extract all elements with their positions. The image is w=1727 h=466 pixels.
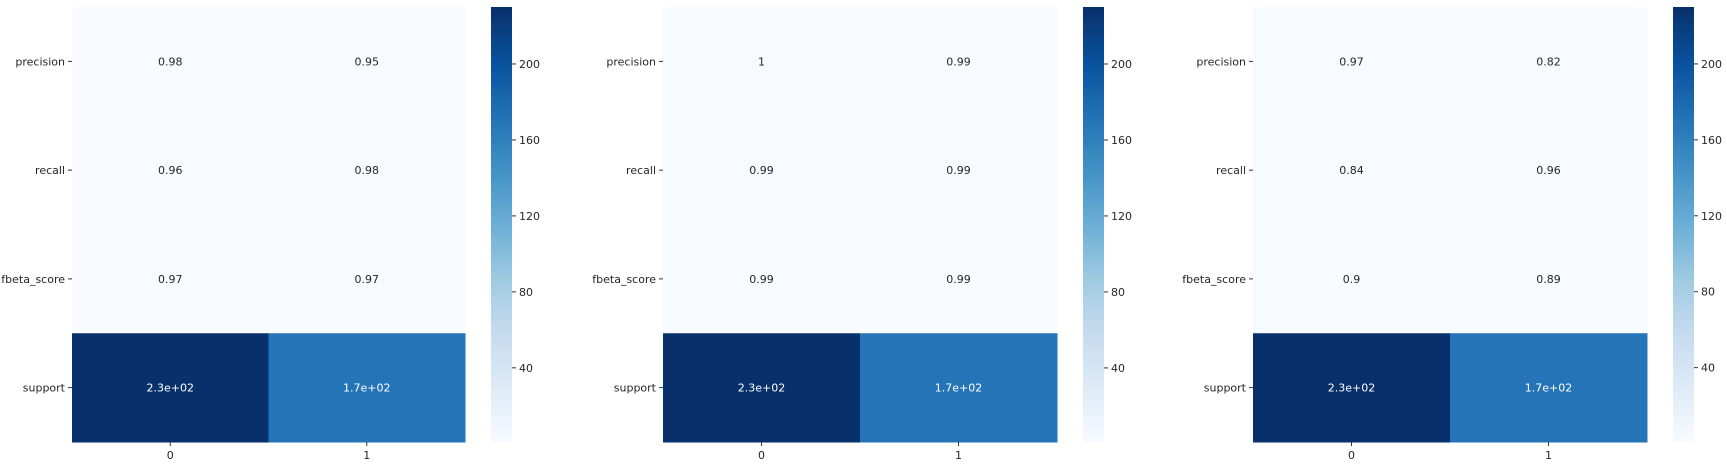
heatmap-cell (1253, 333, 1451, 443)
cell-annotation: 1.7e+02 (343, 382, 390, 395)
heatmap-cell (860, 224, 1058, 334)
colorbar-tick-label: 200 (519, 58, 540, 71)
cell-annotation: 0.97 (1339, 55, 1364, 68)
colorbar-tick-label: 80 (1111, 286, 1125, 299)
cell-annotation: 0.99 (749, 164, 774, 177)
cell-annotation: 2.3e+02 (147, 382, 194, 395)
y-tick-label: recall (1216, 164, 1246, 177)
colorbar-tick-label: 120 (1111, 210, 1132, 223)
y-tick-label: support (1204, 382, 1247, 395)
y-tick-label: recall (626, 164, 656, 177)
cell-annotation: 0.84 (1339, 164, 1364, 177)
colorbar-tick-label: 200 (1701, 58, 1722, 71)
heatmap-cell (1253, 7, 1451, 117)
cell-annotation: 1.7e+02 (935, 382, 982, 395)
x-tick-label: 0 (1348, 449, 1355, 462)
y-tick-label: fbeta_score (1, 273, 65, 286)
y-tick-label: precision (15, 55, 65, 68)
y-tick-label: precision (1196, 55, 1246, 68)
colorbar-tick-label: 160 (519, 134, 540, 147)
x-tick-label: 1 (363, 449, 370, 462)
heatmap-cell (268, 115, 466, 225)
heatmap-cell (268, 333, 466, 443)
y-tick-label: support (614, 382, 657, 395)
heatmap-cell (72, 7, 269, 117)
heatmap-cell (268, 7, 466, 117)
colorbar (1083, 7, 1104, 442)
heatmap-cell (72, 115, 269, 225)
heatmap-cell (1450, 115, 1648, 225)
heatmap-cell (860, 333, 1058, 443)
colorbar-tick-label: 120 (1701, 210, 1722, 223)
cell-annotation: 0.99 (749, 273, 774, 286)
cell-annotation: 2.3e+02 (738, 382, 785, 395)
heatmap-panel-2: 1 0.99 0.99 0.99 0.99 0.99 2.3e+02 1.7e+02 preci… (592, 7, 1132, 462)
cell-annotation: 0.96 (158, 164, 183, 177)
heatmap-cell (663, 224, 861, 334)
colorbar-tick-label: 120 (519, 210, 540, 223)
cell-annotation: 0.89 (1536, 273, 1561, 286)
heatmap-cell (1450, 7, 1648, 117)
colorbar-tick-label: 80 (519, 286, 533, 299)
cell-annotation: 0.97 (355, 273, 380, 286)
heatmap-cell (1450, 224, 1648, 334)
cell-annotation: 2.3e+02 (1328, 382, 1375, 395)
cell-annotation: 0.99 (946, 55, 971, 68)
cell-annotation: 0.98 (158, 55, 183, 68)
cell-annotation: 0.98 (355, 164, 380, 177)
y-tick-label: fbeta_score (1182, 273, 1246, 286)
x-tick-label: 1 (955, 449, 962, 462)
colorbar-tick-label: 40 (519, 362, 533, 375)
cell-annotation: 0.99 (946, 164, 971, 177)
colorbar-tick-label: 80 (1701, 286, 1715, 299)
y-tick-label: support (23, 382, 66, 395)
x-tick-label: 1 (1545, 449, 1552, 462)
colorbar-tick-label: 160 (1701, 134, 1722, 147)
heatmap-cell (663, 7, 861, 117)
heatmap-cell (663, 333, 861, 443)
heatmap-cell (72, 224, 269, 334)
heatmap-cell (1253, 115, 1451, 225)
cell-annotation: 0.99 (946, 273, 971, 286)
heatmap-cell (860, 7, 1058, 117)
heatmap-panel-1: 0.98 0.95 0.96 0.98 0.97 0.97 2.3e+02 1.7e+02 pr… (1, 7, 540, 462)
heatmap-cell (1450, 333, 1648, 443)
colorbar-tick-label: 200 (1111, 58, 1132, 71)
y-tick-label: fbeta_score (592, 273, 656, 286)
x-tick-label: 0 (167, 449, 174, 462)
colorbar-tick-label: 40 (1701, 362, 1715, 375)
colorbar (1673, 7, 1694, 442)
cell-annotation: 0.97 (158, 273, 183, 286)
heatmap-cell (268, 224, 466, 334)
heatmap-cell (72, 333, 269, 443)
heatmap-cell (663, 115, 861, 225)
cell-annotation: 0.82 (1536, 55, 1561, 68)
colorbar (491, 7, 512, 442)
colorbar-tick-label: 160 (1111, 134, 1132, 147)
heatmap-cell (1253, 224, 1451, 334)
heatmap-panel-3: 0.97 0.82 0.84 0.96 0.9 0.89 2.3e+02 1.7e+02 pre… (1182, 7, 1722, 462)
x-tick-label: 0 (758, 449, 765, 462)
y-tick-label: recall (35, 164, 65, 177)
cell-annotation: 0.9 (1343, 273, 1361, 286)
cell-annotation: 0.96 (1536, 164, 1561, 177)
cell-annotation: 0.95 (355, 55, 380, 68)
cell-annotation: 1 (758, 55, 765, 68)
cell-annotation: 1.7e+02 (1525, 382, 1572, 395)
y-tick-label: precision (606, 55, 656, 68)
colorbar-tick-label: 40 (1111, 362, 1125, 375)
heatmap-cell (860, 115, 1058, 225)
